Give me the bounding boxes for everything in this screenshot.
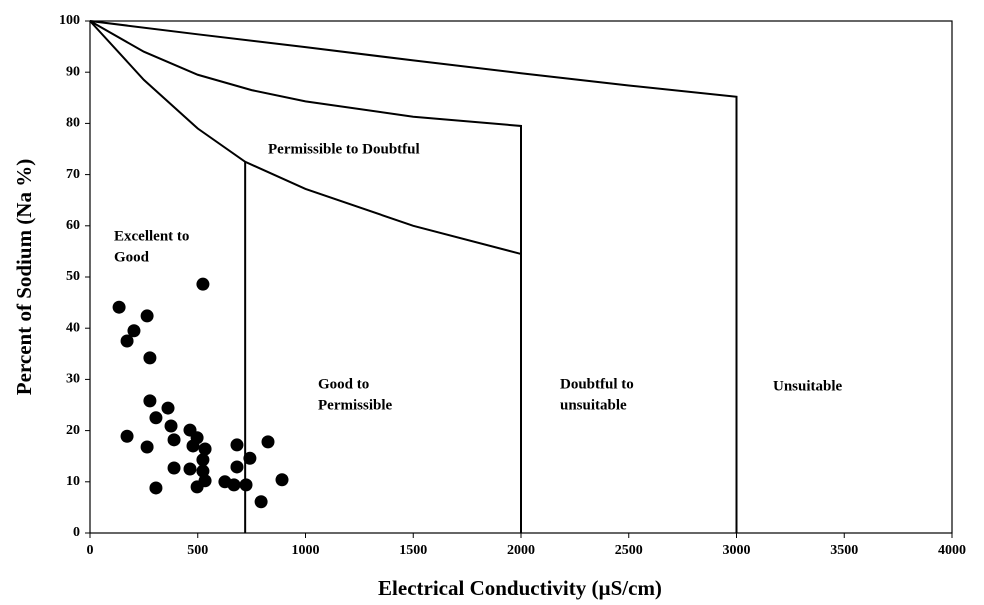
x-axis-title: Electrical Conductivity (µS/cm) bbox=[378, 576, 662, 600]
y-tick-label: 50 bbox=[66, 269, 80, 284]
data-point bbox=[227, 478, 241, 492]
data-point bbox=[120, 334, 134, 348]
data-point bbox=[143, 394, 157, 408]
data-point bbox=[140, 440, 154, 454]
data-point bbox=[167, 433, 181, 447]
data-point bbox=[239, 478, 253, 492]
x-tick-label: 2000 bbox=[507, 543, 535, 558]
data-point bbox=[198, 442, 212, 456]
y-tick-label: 20 bbox=[66, 423, 80, 438]
boundary-line bbox=[89, 20, 738, 533]
y-tick-label: 100 bbox=[59, 13, 80, 28]
x-tick-label: 1500 bbox=[399, 543, 427, 558]
data-point bbox=[254, 495, 268, 509]
x-tick-label: 3500 bbox=[830, 543, 858, 558]
data-point bbox=[120, 429, 134, 443]
region-label: Permissible to Doubtful bbox=[268, 141, 420, 157]
data-point bbox=[196, 464, 210, 478]
data-point bbox=[261, 435, 275, 449]
y-tick-label: 40 bbox=[66, 320, 80, 335]
y-tick-label: 80 bbox=[66, 116, 80, 131]
data-point bbox=[183, 462, 197, 476]
region-label: Permissible bbox=[318, 397, 392, 413]
data-point bbox=[112, 300, 126, 314]
data-point bbox=[164, 419, 178, 433]
data-point bbox=[243, 451, 257, 465]
boundary-line bbox=[89, 20, 522, 533]
y-tick-label: 10 bbox=[66, 474, 80, 489]
data-point bbox=[196, 277, 210, 291]
data-point bbox=[161, 401, 175, 415]
data-point bbox=[275, 473, 289, 487]
data-point bbox=[143, 351, 157, 365]
data-point bbox=[230, 438, 244, 452]
data-point bbox=[230, 460, 244, 474]
data-point bbox=[167, 461, 181, 475]
region-label: Good to bbox=[318, 376, 369, 392]
x-tick-label: 1000 bbox=[292, 543, 320, 558]
y-tick-label: 90 bbox=[66, 64, 80, 79]
x-tick-label: 3000 bbox=[723, 543, 751, 558]
x-tick-label: 2500 bbox=[615, 543, 643, 558]
data-point bbox=[149, 481, 163, 495]
x-tick-label: 0 bbox=[87, 543, 94, 558]
y-tick-label: 30 bbox=[66, 372, 80, 387]
data-point bbox=[198, 474, 212, 488]
x-tick-label: 500 bbox=[187, 543, 208, 558]
region-label: Good bbox=[114, 249, 150, 265]
region-label: Unsuitable bbox=[773, 378, 843, 394]
region-label: Excellent to bbox=[114, 228, 189, 244]
data-point bbox=[196, 453, 210, 467]
region-label: unsuitable bbox=[560, 397, 627, 413]
data-point bbox=[127, 324, 141, 338]
y-tick-label: 60 bbox=[66, 218, 80, 233]
y-tick-label: 70 bbox=[66, 167, 80, 182]
boundary-line bbox=[89, 20, 522, 533]
data-point bbox=[186, 439, 200, 453]
x-tick-label: 4000 bbox=[938, 543, 966, 558]
data-point bbox=[140, 309, 154, 323]
region-label: Doubtful to bbox=[560, 376, 634, 392]
y-tick-label: 0 bbox=[73, 525, 80, 540]
y-axis-title: Percent of Sodium (Na %) bbox=[12, 159, 36, 395]
data-point bbox=[149, 411, 163, 425]
